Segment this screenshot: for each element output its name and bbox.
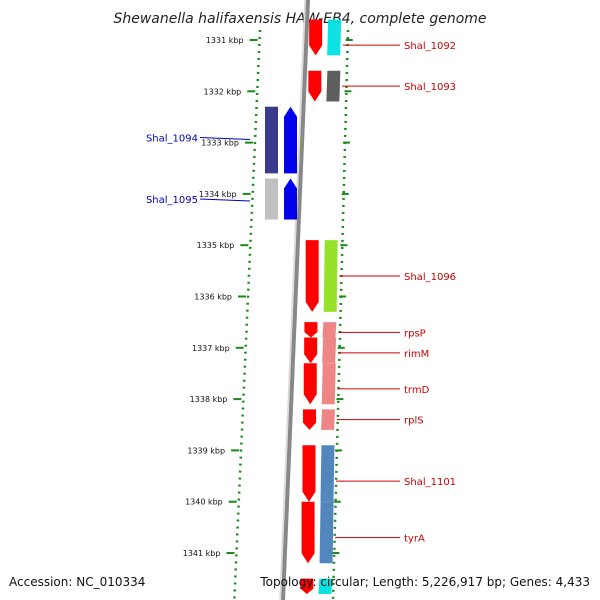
forward-cds-arrow — [305, 240, 319, 312]
backbone-inner — [279, 0, 306, 600]
kbp-label: 1337 kbp — [192, 344, 230, 353]
gene-color-bar — [323, 240, 338, 312]
gene-color-bar — [322, 337, 337, 364]
forward-cds-arrow — [308, 70, 322, 102]
scale-ticks: 1331 kbp 1332 kbp 1333 kbp 1334 kbp 1335 kbp… — [183, 29, 353, 600]
gene-color-bar — [320, 445, 335, 502]
kbp-label: 1334 kbp — [199, 190, 237, 199]
right-dotted-guide — [331, 29, 350, 600]
gene-label: Shal_1094 — [146, 133, 198, 144]
kbp-label: 1336 kbp — [194, 293, 232, 302]
forward-cds-arrow — [303, 409, 317, 430]
gene-label: rplS — [404, 416, 424, 427]
forward-cds-arrow — [304, 337, 318, 364]
gene-color-bar — [265, 178, 278, 220]
gene-label: Shal_1092 — [404, 41, 456, 52]
gene-color-bar — [319, 501, 334, 564]
gene-label: rpsP — [404, 328, 426, 339]
gene-labels: Shal_1092 Shal_1093 Shal_1094 Shal_1095 Shal… — [146, 41, 456, 544]
kbp-label: 1331 kbp — [206, 36, 244, 45]
topology-label: Topology: circular; Length: 5,226,917 bp… — [259, 575, 590, 589]
forward-cds-arrow — [300, 578, 314, 595]
gene-color-bar — [327, 19, 342, 56]
forward-cds-arrow — [301, 501, 315, 564]
kbp-label: 1341 kbp — [183, 549, 221, 558]
gene-label: tyrA — [404, 534, 425, 545]
kbp-label: 1340 kbp — [185, 498, 223, 507]
gene-label: Shal_1096 — [404, 272, 456, 283]
map-title: Shewanella halifaxensis HAW-EB4, complet… — [113, 11, 486, 27]
gene-color-bar — [321, 363, 336, 405]
gene-leader-line — [199, 136, 251, 140]
gene-label: Shal_1095 — [146, 195, 198, 206]
reverse-cds-arrow — [284, 178, 297, 220]
backbone-outer — [281, 0, 310, 600]
backbone — [279, 0, 310, 600]
kbp-label: 1338 kbp — [190, 395, 228, 404]
kbp-label: 1332 kbp — [204, 87, 242, 96]
gene-color-bar — [322, 322, 337, 338]
reverse-cds-arrow — [284, 106, 297, 174]
gene-color-bar — [321, 409, 336, 430]
accession-label: Accession: NC_010334 — [9, 575, 145, 589]
forward-cds-arrow — [309, 19, 323, 56]
gene-label: rimM — [404, 349, 429, 360]
kbp-label: 1335 kbp — [197, 241, 235, 250]
gene-label: Shal_1101 — [404, 477, 456, 488]
gene-leader-line — [199, 198, 251, 202]
gene-color-bar — [265, 106, 278, 174]
gene-tracks — [265, 19, 342, 595]
kbp-label: 1333 kbp — [201, 139, 239, 148]
forward-cds-arrow — [304, 322, 318, 338]
forward-cds-arrow — [303, 363, 317, 405]
left-dotted-guide — [233, 29, 262, 600]
gene-label: trmD — [404, 385, 430, 396]
gene-color-bar — [318, 578, 333, 595]
gene-label: Shal_1093 — [404, 82, 456, 93]
kbp-label: 1339 kbp — [187, 446, 225, 455]
gene-color-bar — [326, 70, 341, 102]
forward-cds-arrow — [302, 445, 316, 502]
